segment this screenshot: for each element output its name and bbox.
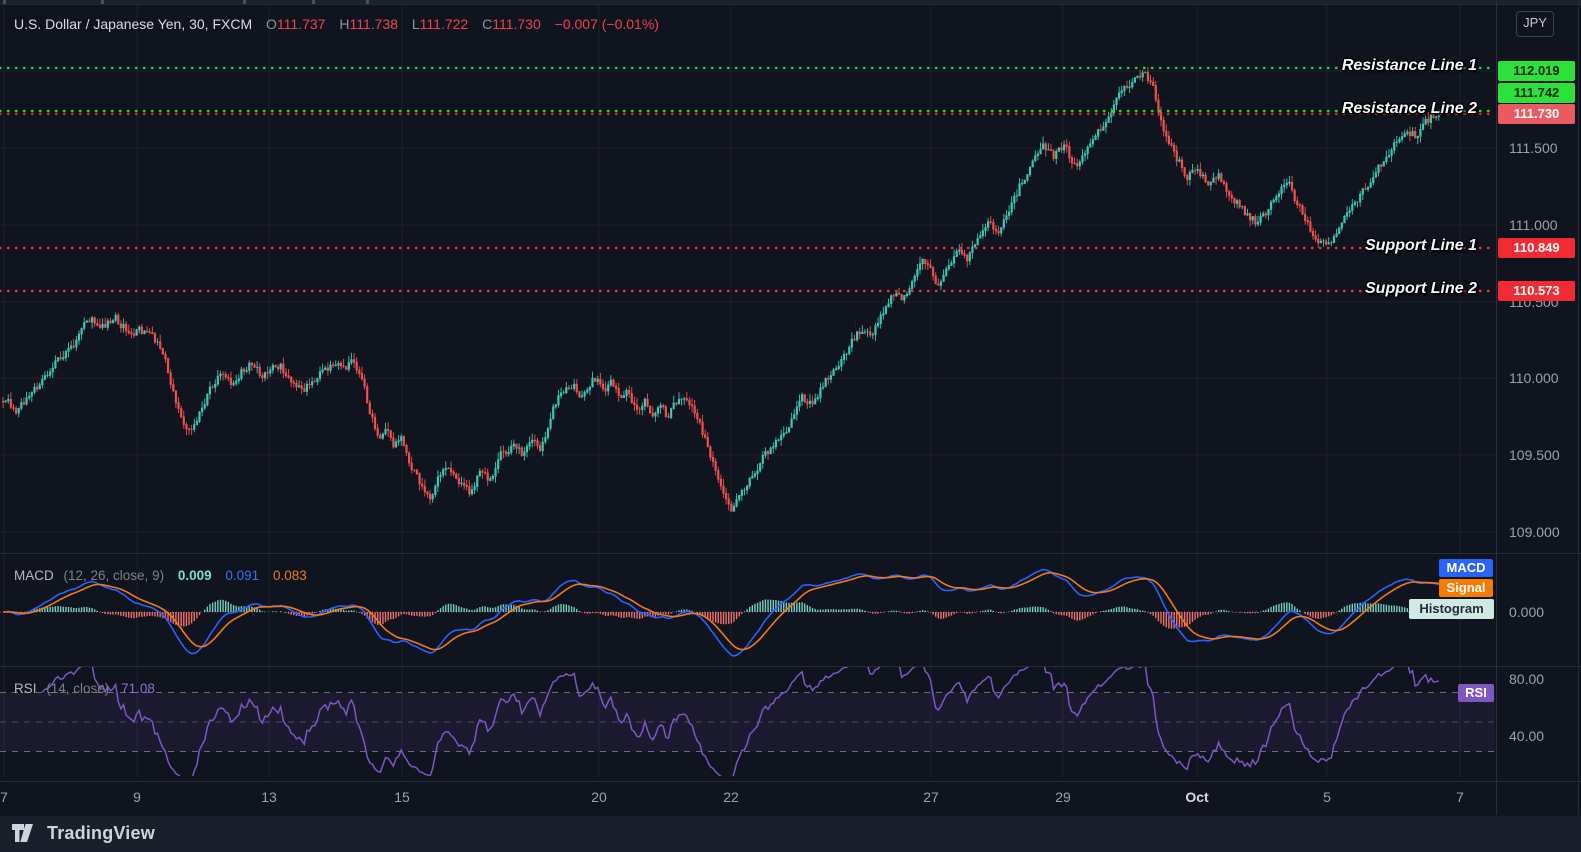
grid-lines — [0, 5, 1495, 777]
top-toolbar-clipped — [0, 0, 1581, 5]
price-axis-label: 80.00 — [1509, 671, 1545, 687]
candle-bodies-up — [4, 72, 1440, 512]
macd-line-badge: MACD — [1439, 559, 1493, 577]
rsi-line — [41, 667, 1440, 776]
price-axis-label: 109.500 — [1509, 447, 1560, 463]
low-value: 111.722 — [419, 16, 469, 32]
high-label: H — [339, 16, 350, 32]
price-axis-label: 110.000 — [1509, 370, 1559, 386]
price-axis-label: 0.000 — [1509, 604, 1545, 620]
macd-histogram-value: 0.009 — [177, 568, 212, 583]
pane-separator-rsi[interactable] — [0, 666, 1581, 667]
level-line-label[interactable]: Resistance Line 1 — [1341, 57, 1477, 74]
open-value: 111.737 — [276, 16, 326, 32]
candles — [1, 66, 1440, 512]
currency-button[interactable]: JPY — [1516, 11, 1554, 37]
price-axis-label: 111.000 — [1509, 217, 1558, 233]
close-label: C — [482, 16, 493, 32]
time-axis-label: 5 — [1323, 789, 1331, 805]
candle-wicks-down — [2, 66, 1434, 512]
low-label: L — [411, 16, 420, 32]
last-price-badge: 111.730 — [1498, 104, 1575, 124]
main-legend: U.S. Dollar / Japanese Yen, 30, FXCM O11… — [14, 16, 659, 32]
level-line-label[interactable]: Support Line 2 — [1365, 280, 1477, 297]
bottom-strip: TradingView — [0, 816, 1581, 852]
rsi-value: 71.08 — [121, 681, 155, 696]
support-price-badge: 110.849 — [1498, 238, 1575, 258]
macd-signal-line — [3, 571, 1439, 651]
support-price-badge: 110.573 — [1498, 281, 1575, 301]
rsi-title[interactable]: RSI — [14, 681, 37, 696]
signal-line-badge: Signal — [1439, 579, 1493, 597]
high-value: 111.738 — [349, 16, 398, 32]
pane-separator-macd[interactable] — [0, 553, 1581, 554]
price-axis[interactable]: 111.500 111.000 110.500 110.000 109.500 109.0… — [1496, 0, 1579, 815]
time-axis-label: 15 — [394, 789, 410, 805]
macd-legend: MACD (12, 26, close, 9) 0.009 0.091 0.08… — [14, 568, 307, 583]
time-axis[interactable]: 7 9 13 15 20 22 27 29 Oct 5 7 — [0, 781, 1581, 817]
change-value: −0.007 (−0.01%) — [554, 16, 659, 32]
rsi-pane — [0, 667, 1495, 776]
resistance-price-badge: 112.019 — [1498, 61, 1575, 81]
close-value: 111.730 — [492, 16, 541, 32]
open-label: O — [266, 16, 277, 32]
time-axis-label: 7 — [1456, 789, 1464, 805]
tradingview-logo-icon — [12, 824, 33, 842]
macd-title[interactable]: MACD — [14, 568, 54, 583]
time-axis-label: 13 — [261, 789, 277, 805]
level-line-label[interactable]: Resistance Line 2 — [1341, 100, 1477, 117]
tradingview-logo-text: TradingView — [47, 822, 155, 843]
price-axis-label: 40.00 — [1509, 728, 1545, 744]
macd-params: (12, 26, close, 9) — [63, 568, 165, 583]
time-axis-label: 20 — [591, 789, 607, 805]
price-axis-label: 111.500 — [1509, 140, 1558, 156]
time-axis-label: 27 — [923, 789, 939, 805]
time-axis-label: 22 — [723, 789, 739, 805]
candle-bodies-down — [1, 72, 1435, 512]
macd-signal-value: 0.083 — [272, 568, 307, 583]
time-axis-label: 29 — [1055, 789, 1071, 805]
tradingview-logo[interactable]: TradingView — [12, 822, 155, 844]
rsi-legend: RSI (14, close) 71.08 — [14, 681, 155, 696]
price-axis-label: 109.000 — [1509, 524, 1560, 540]
macd-pane — [0, 568, 1495, 657]
level-line-label[interactable]: Support Line 1 — [1365, 237, 1477, 254]
resistance-price-badge: 111.742 — [1498, 83, 1575, 103]
symbol-title[interactable]: U.S. Dollar / Japanese Yen, 30, FXCM — [14, 16, 253, 32]
macd-line — [2, 568, 1439, 657]
time-axis-label: 7 — [0, 789, 8, 805]
time-axis-label: 9 — [133, 789, 141, 805]
rsi-badge: RSI — [1458, 684, 1494, 702]
macd-histogram-positive — [4, 599, 1416, 612]
rsi-params: (14, close) — [46, 681, 110, 696]
time-axis-label: Oct — [1185, 789, 1209, 805]
macd-line-value: 0.091 — [225, 568, 260, 583]
histogram-badge: Histogram — [1409, 599, 1494, 619]
